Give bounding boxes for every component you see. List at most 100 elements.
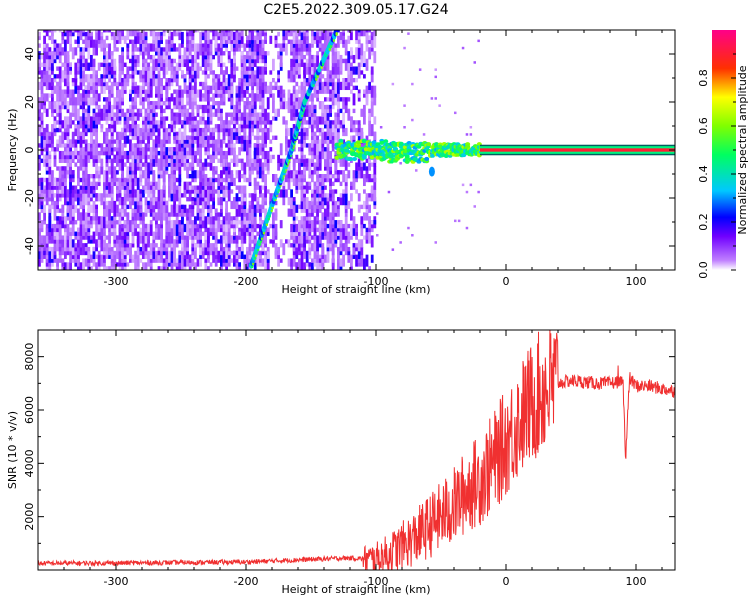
heatmap-cell bbox=[350, 30, 353, 33]
heatmap-cell bbox=[168, 30, 171, 37]
heatmap-cell bbox=[331, 124, 335, 133]
heatmap-cell bbox=[227, 97, 231, 102]
heatmap-cell bbox=[113, 200, 117, 206]
heatmap-cell bbox=[92, 158, 96, 163]
heatmap-cell bbox=[155, 243, 158, 248]
heatmap-cell bbox=[344, 243, 348, 248]
heatmap-cell bbox=[212, 93, 215, 106]
heatmap-cell bbox=[92, 231, 96, 244]
heatmap-cell bbox=[149, 30, 153, 37]
heatmap-cell bbox=[246, 266, 249, 270]
heatmap-cell bbox=[363, 51, 366, 64]
heatmap-cell bbox=[264, 258, 267, 267]
heatmap-cell bbox=[363, 212, 366, 221]
heatmap-cell bbox=[277, 162, 280, 171]
heatmap-cell bbox=[142, 74, 145, 79]
heatmap-cell bbox=[282, 43, 286, 48]
heatmap-cell bbox=[287, 139, 291, 148]
heatmap-cell bbox=[129, 174, 132, 183]
heatmap-cell bbox=[144, 120, 148, 133]
heatmap-cell bbox=[220, 39, 223, 48]
heatmap-cell bbox=[139, 70, 143, 79]
heatmap-cell bbox=[199, 174, 202, 183]
heatmap-cell bbox=[214, 124, 218, 129]
heatmap-cell bbox=[473, 205, 476, 208]
heatmap-tone-cell bbox=[430, 153, 436, 158]
heatmap-cell bbox=[261, 127, 265, 137]
heatmap-cell bbox=[201, 112, 205, 117]
heatmap-cell bbox=[45, 197, 49, 206]
heatmap-cell bbox=[238, 135, 241, 144]
heatmap-cell bbox=[209, 39, 213, 52]
heatmap-cell bbox=[201, 127, 205, 133]
heatmap-cell bbox=[199, 193, 202, 206]
heatmap-cell bbox=[178, 220, 182, 233]
heatmap-cell bbox=[329, 81, 332, 87]
heatmap-cell bbox=[155, 135, 158, 144]
heatmap-cell bbox=[311, 208, 314, 213]
heatmap-cell bbox=[71, 101, 75, 114]
heatmap-cell bbox=[217, 62, 221, 67]
heatmap-cell bbox=[196, 30, 200, 33]
heatmap-cell bbox=[131, 150, 135, 163]
heatmap-cell bbox=[318, 181, 322, 194]
heatmap-cell bbox=[139, 39, 143, 44]
heatmap-cell bbox=[246, 74, 249, 83]
heatmap-cell bbox=[473, 61, 476, 64]
heatmap-cell bbox=[191, 223, 195, 233]
heatmap-cell bbox=[84, 246, 88, 252]
heatmap-cell bbox=[261, 131, 265, 144]
heatmap-cell bbox=[337, 254, 340, 259]
heatmap-cell bbox=[144, 227, 148, 233]
heatmap-cell bbox=[105, 185, 109, 190]
heatmap-cell bbox=[248, 93, 252, 98]
heatmap-cell bbox=[162, 147, 166, 152]
heatmap-cell bbox=[131, 51, 135, 56]
heatmap-cell bbox=[352, 78, 356, 83]
heatmap-cell bbox=[66, 120, 70, 133]
heatmap-cell bbox=[233, 74, 236, 79]
heatmap-cell bbox=[168, 158, 171, 163]
heatmap-cell bbox=[87, 81, 91, 87]
heatmap-cell bbox=[269, 147, 273, 152]
heatmap-cell bbox=[246, 35, 249, 41]
heatmap-cell bbox=[274, 35, 278, 41]
heatmap-cell bbox=[316, 250, 319, 263]
heatmap-cell bbox=[157, 250, 161, 256]
heatmap-cell bbox=[303, 127, 306, 133]
heatmap-cell bbox=[45, 177, 49, 190]
heatmap-cell bbox=[157, 131, 161, 137]
heatmap-cell bbox=[121, 51, 124, 64]
heatmap-cell bbox=[298, 258, 301, 270]
heatmap-cell bbox=[144, 166, 148, 171]
heatmap-cell bbox=[48, 185, 52, 190]
heatmap-cell bbox=[79, 154, 83, 167]
heatmap-cell bbox=[181, 70, 184, 75]
heatmap-cell bbox=[38, 51, 41, 60]
heatmap-cell bbox=[155, 81, 158, 94]
heatmap-cell bbox=[131, 97, 135, 102]
heatmap-cell bbox=[152, 231, 156, 240]
heatmap-cell bbox=[129, 74, 132, 79]
heatmap-cell bbox=[403, 104, 406, 107]
heatmap-cell bbox=[196, 231, 200, 240]
heatmap-cell bbox=[259, 185, 262, 194]
heatmap-cell bbox=[178, 262, 182, 267]
heatmap-cell bbox=[38, 31, 41, 37]
heatmap-cell bbox=[264, 185, 267, 198]
heatmap-cell bbox=[220, 54, 223, 64]
heatmap-cell bbox=[363, 93, 366, 98]
heatmap-cell bbox=[259, 124, 262, 129]
heatmap-cell bbox=[61, 31, 65, 37]
heatmap-cell bbox=[103, 97, 106, 102]
heatmap-cell bbox=[103, 170, 106, 183]
heatmap-cell bbox=[165, 81, 169, 94]
heatmap-cell bbox=[204, 85, 208, 91]
heatmap-cell bbox=[147, 174, 150, 179]
heatmap-cell bbox=[261, 54, 265, 60]
heatmap-cell bbox=[313, 131, 317, 137]
heatmap-cell bbox=[84, 47, 88, 52]
heatmap-cell bbox=[69, 89, 72, 98]
heatmap-cell bbox=[272, 239, 275, 244]
heatmap-cell bbox=[337, 58, 340, 64]
